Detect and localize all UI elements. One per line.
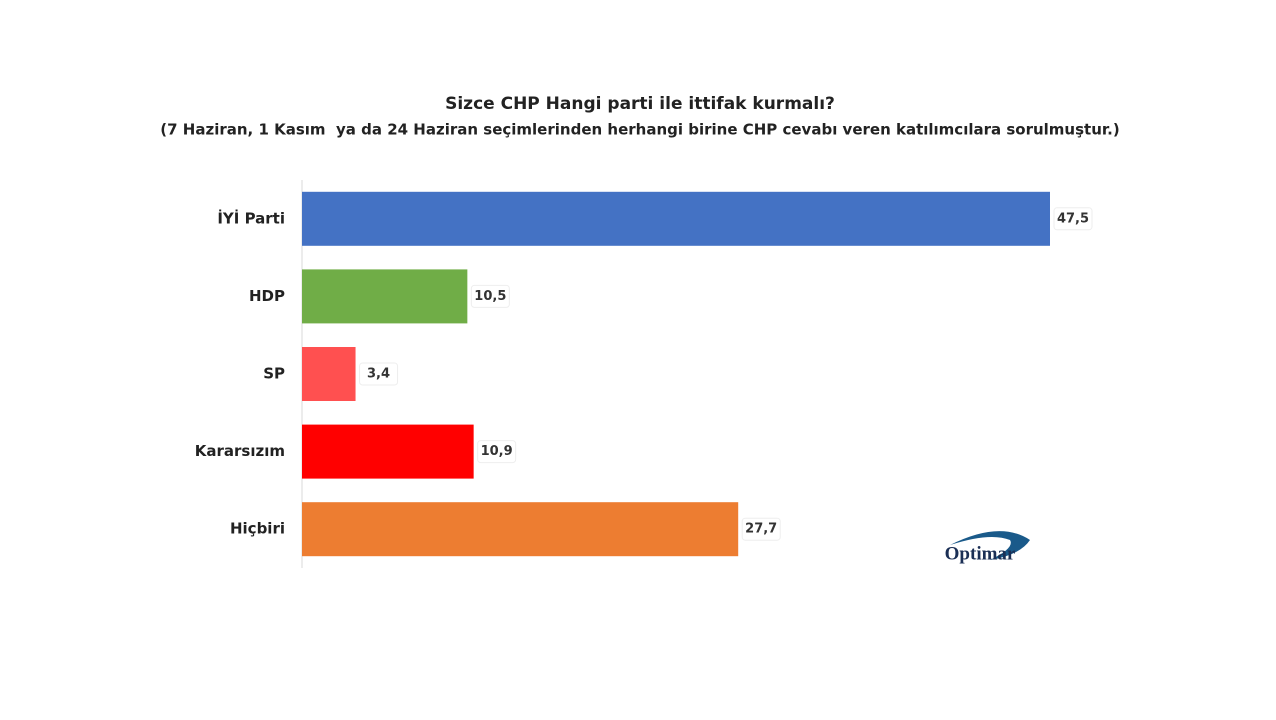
value-label-box [741,517,781,541]
logo: Optimar [945,531,1030,564]
value-label-box [477,440,517,464]
value-label: 47,5 [1057,211,1089,226]
bar [302,269,468,324]
y-tick-label: Hiçbiri [230,520,285,538]
y-tick-label: HDP [249,287,285,305]
value-label-box [1053,207,1093,231]
value-label-box [470,284,510,308]
value-label: 27,7 [745,522,777,537]
logo-text: Optimar [945,543,1016,564]
bar [302,347,356,401]
y-tick-label: İYİ Parti [217,208,285,227]
logo-swoosh [950,531,1030,560]
value-label: 10,9 [481,444,513,459]
y-tick-label: SP [263,365,285,383]
chart-subtitle: (7 Haziran, 1 Kasım ya da 24 Haziran seç… [160,121,1119,139]
value-label: 10,5 [474,289,506,304]
bar [302,502,739,557]
value-label-box [359,362,399,386]
value-label: 3,4 [367,367,390,382]
bar [302,424,474,479]
chart-title: Sizce CHP Hangi parti ile ittifak kurmal… [445,94,835,114]
bar [302,191,1050,246]
y-tick-label: Kararsızım [195,442,285,460]
